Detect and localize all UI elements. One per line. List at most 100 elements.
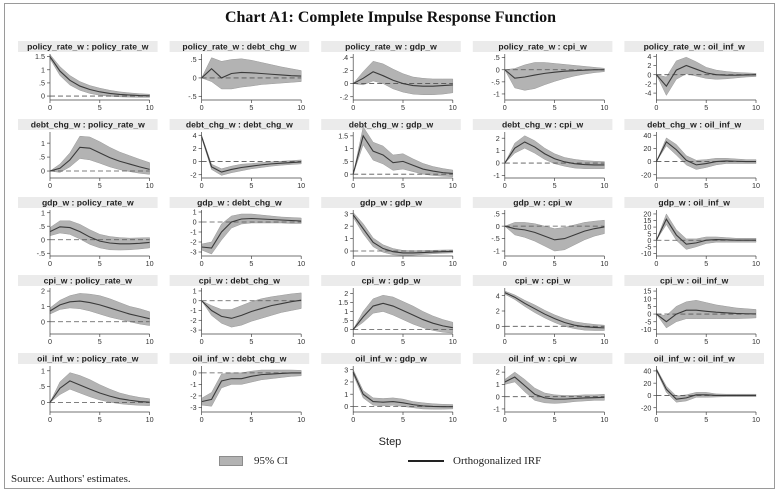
x-axis-label: Step (378, 436, 402, 448)
x-tick-label: 5 (704, 259, 708, 268)
x-tick-label: 10 (146, 181, 154, 190)
x-tick-label: 10 (449, 337, 457, 346)
ci-band (352, 294, 454, 334)
x-tick-label: 0 (200, 259, 204, 268)
x-tick-label: 5 (98, 337, 102, 346)
panel-title: policy_rate_w : cpi_w (498, 42, 587, 52)
y-tick-label: 1 (193, 208, 197, 217)
y-tick-label: 0 (647, 70, 651, 79)
x-tick-label: 10 (752, 181, 760, 190)
irf-panel: debt_chg_w : debt_chg_w -2 0 2 4 0 5 10 (169, 119, 310, 190)
y-tick-label: 1 (41, 302, 45, 311)
x-tick-label: 5 (553, 337, 557, 346)
y-tick-label: 4 (496, 291, 500, 300)
ci-band (49, 53, 150, 98)
irf-panel: policy_rate_w : debt_chg_w -.5 0 .5 0 5 10 (169, 41, 310, 112)
x-tick-label: 10 (600, 103, 608, 112)
y-tick-label: 5 (647, 229, 651, 238)
x-tick-label: 5 (98, 181, 102, 190)
irf-line (352, 214, 453, 254)
ci-band (504, 219, 605, 252)
y-tick-label: 3 (344, 365, 348, 374)
panel-header (472, 41, 613, 52)
y-tick-label: 0 (344, 79, 348, 88)
legend-ci-swatch (219, 456, 243, 466)
ci-band (352, 60, 454, 95)
panel-title: debt_chg_w : cpi_w (502, 120, 583, 130)
y-tick-label: 40 (643, 367, 651, 376)
panel-header (472, 275, 613, 286)
ci-band (352, 126, 454, 177)
x-tick-label: 5 (553, 181, 557, 190)
y-tick-label: -2 (190, 316, 196, 325)
x-tick-label: 10 (449, 103, 457, 112)
x-tick-label: 0 (503, 337, 507, 346)
y-tick-label: 1 (41, 139, 45, 148)
panel-title: gdp_w : policy_rate_w (42, 198, 134, 208)
y-tick-label: 2 (344, 378, 348, 387)
panel-title: oil_inf_w : oil_inf_w (654, 354, 735, 364)
x-tick-label: 0 (351, 259, 355, 268)
y-tick-label: 2 (41, 287, 45, 296)
y-tick-label: 1 (496, 380, 500, 389)
irf-line (504, 225, 605, 241)
irf-panel: debt_chg_w : gdp_w 0 .5 1 1.5 0 5 10 (321, 119, 461, 190)
y-tick-label: -1 (190, 306, 196, 315)
y-tick-label: -.5 (491, 77, 499, 86)
y-tick-label: 2 (496, 307, 500, 316)
y-tick-label: 10 (643, 223, 651, 232)
y-tick-label: 1.5 (338, 131, 348, 140)
panel-header (472, 353, 613, 364)
irf-line (504, 141, 605, 166)
y-tick-label: 0 (344, 170, 348, 179)
irf-panel: policy_rate_w : policy_rate_w 0 .5 1 1.5 0 5 10 (18, 41, 158, 112)
x-tick-label: 0 (654, 259, 658, 268)
x-tick-label: 10 (449, 181, 457, 190)
panel-title: oil_inf_w : cpi_w (508, 354, 577, 364)
y-tick-label: 0 (496, 65, 500, 74)
panel-header (169, 41, 310, 52)
irf-line (49, 380, 150, 403)
y-tick-label: 40 (643, 131, 651, 140)
y-tick-label: 2 (344, 222, 348, 231)
y-tick-label: -2 (190, 238, 196, 247)
panel-header (18, 353, 158, 364)
y-tick-label: -.5 (188, 92, 196, 101)
ci-band (504, 290, 605, 331)
y-tick-label: 2 (496, 134, 500, 143)
y-tick-label: -1 (190, 380, 196, 389)
x-tick-label: 0 (654, 181, 658, 190)
y-tick-label: .4 (342, 53, 348, 62)
y-tick-label: -1 (190, 228, 196, 237)
y-tick-label: -1 (493, 90, 499, 99)
x-tick-label: 5 (401, 337, 405, 346)
x-tick-label: 0 (503, 259, 507, 268)
y-tick-label: -1 (493, 171, 499, 180)
x-tick-label: 10 (297, 259, 305, 268)
irf-line (656, 309, 757, 323)
irf-line (352, 71, 453, 87)
panel-title: policy_rate_w : policy_rate_w (27, 42, 149, 52)
x-tick-label: 10 (146, 103, 154, 112)
x-tick-label: 0 (654, 415, 658, 424)
irf-line (49, 300, 150, 320)
panel-title: policy_rate_w : debt_chg_w (182, 42, 296, 52)
y-tick-label: -2 (645, 80, 651, 89)
panel-header (321, 119, 461, 130)
panel-header (624, 275, 764, 286)
y-tick-label: -10 (641, 249, 651, 258)
irf-line (201, 372, 302, 403)
x-tick-label: 5 (401, 103, 405, 112)
x-tick-label: 10 (752, 415, 760, 424)
y-tick-label: 0 (41, 317, 45, 326)
panel-header (624, 119, 764, 130)
x-tick-label: 0 (48, 103, 52, 112)
x-tick-label: 5 (249, 103, 253, 112)
panel-title: policy_rate_w : gdp_w (345, 42, 437, 52)
y-tick-label: .5 (39, 153, 45, 162)
